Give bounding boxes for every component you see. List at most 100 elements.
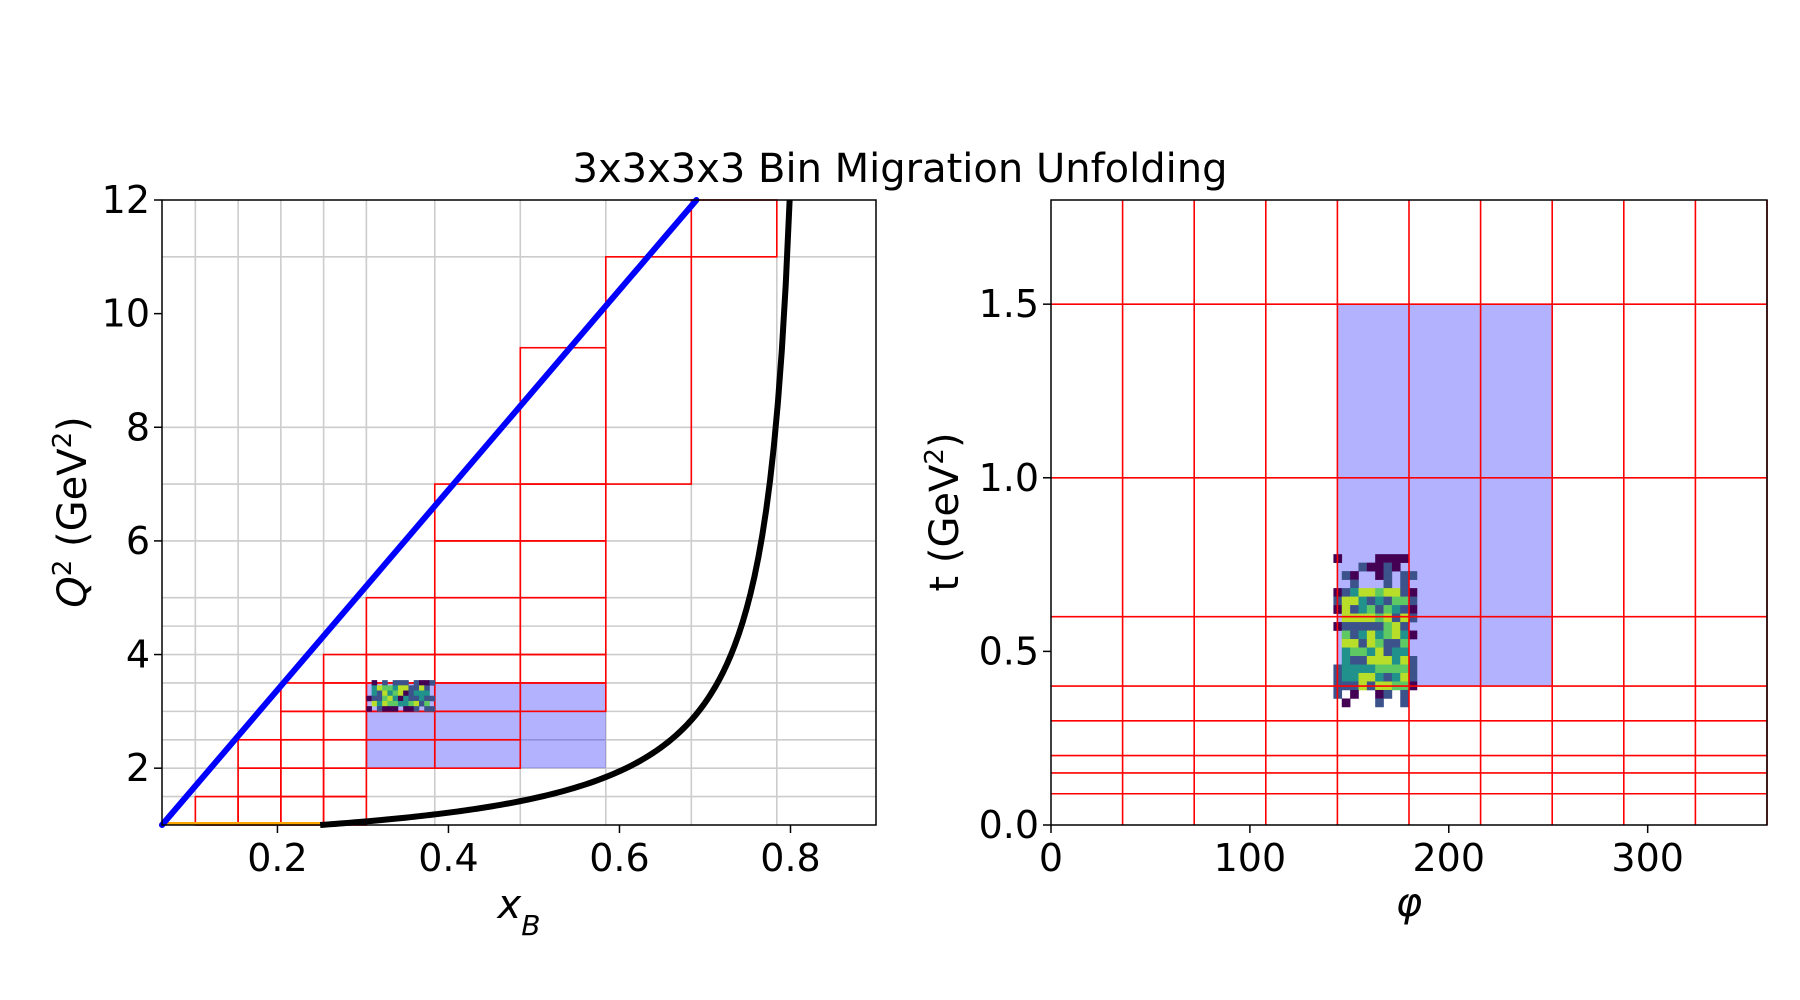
left-y-axis-label: Q2 (GeV2) (48, 416, 96, 607)
right-heatmap-cell (1408, 588, 1418, 597)
right-heatmap-cell (1358, 672, 1368, 682)
right-heatmap-cell (1383, 596, 1393, 606)
left-heatmap-cell (429, 680, 436, 686)
left-heatmap-cell (397, 680, 404, 686)
right-heatmap-cell (1383, 562, 1393, 572)
right-heatmap-cell (1375, 689, 1384, 699)
left-heatmap-cell (382, 680, 388, 686)
left-red-bin-3 (237, 738, 282, 769)
right-heatmap-cell (1341, 630, 1351, 640)
right-heatmap-cell (1366, 664, 1376, 674)
left-heatmap-cell (376, 695, 383, 702)
right-heatmap-cell (1383, 639, 1393, 648)
left-red-bin-18 (365, 653, 436, 684)
right-y-tick-label: 0.0 (979, 803, 1039, 847)
right-heatmap-cell (1350, 588, 1359, 597)
left-panel-xb-q2: 0.2 0.4 0.6 0.8 2 4 6 8 10 12 xB Q2 (GeV2) (48, 178, 877, 942)
right-heatmap-cell (1375, 639, 1384, 648)
left-red-bin-14 (322, 653, 368, 684)
right-heatmap-cell (1341, 613, 1351, 623)
right-heatmap-cell (1358, 588, 1368, 597)
right-heatmap-cell (1358, 622, 1368, 631)
left-red-bin-8 (280, 682, 325, 713)
left-heatmap-cell (366, 706, 372, 712)
right-heatmap-cell (1391, 639, 1401, 648)
left-heatmap-cell (413, 706, 420, 712)
right-y-tick-label: 1.0 (979, 456, 1039, 500)
left-heatmap-cell (413, 695, 420, 702)
left-red-bin-7 (280, 710, 325, 741)
right-heatmap-cell (1350, 672, 1359, 682)
right-y-tick-label: 0.5 (979, 629, 1039, 673)
left-red-bin-6 (280, 738, 325, 769)
right-heatmap-cell (1358, 647, 1368, 657)
right-heatmap-cell (1358, 639, 1368, 648)
left-heatmap-cell (408, 706, 415, 712)
left-kinematic-curves (159, 197, 793, 828)
right-heatmap-cell (1350, 639, 1359, 648)
left-heatmap-cell (371, 690, 378, 697)
left-heatmap-cell (376, 700, 383, 707)
right-heatmap-cell (1350, 571, 1359, 580)
right-heatmap-cell (1341, 672, 1351, 682)
left-heatmap-cell (429, 695, 436, 702)
right-heatmap-cell (1366, 647, 1376, 657)
left-heatmap-cell (418, 680, 425, 686)
right-heatmap-cell (1375, 562, 1384, 572)
left-red-bin-30 (519, 540, 607, 599)
left-heatmap-cell (387, 685, 393, 691)
right-heatmap-cell (1350, 689, 1359, 699)
right-ticks: 0 100 200 300 0.0 0.5 1.0 1.5 (979, 282, 1684, 880)
right-heatmap-cell (1408, 630, 1418, 640)
right-heatmap-cell (1400, 554, 1409, 563)
right-heatmap-cell (1341, 664, 1351, 674)
right-heatmap-cell (1366, 613, 1376, 623)
right-heatmap-cell (1366, 588, 1376, 597)
right-heatmap-cell (1400, 579, 1409, 589)
right-plot-frame (1050, 199, 1768, 826)
left-red-bin-31 (519, 483, 607, 542)
left-heatmap-cell (376, 706, 383, 712)
right-heatmap-cell (1358, 605, 1368, 614)
right-heatmap-cell (1383, 605, 1393, 614)
right-heatmap-cell (1341, 605, 1351, 614)
right-heatmap-cell (1341, 571, 1351, 580)
right-heatmap-cell (1375, 571, 1384, 580)
left-heatmap-cell (418, 685, 425, 691)
left-x-tick-label: 0.6 (589, 836, 649, 880)
right-heatmap-cell (1358, 664, 1368, 674)
left-heatmap-cell (387, 700, 393, 707)
right-heatmap-cell (1358, 656, 1368, 665)
right-heatmap-cell (1341, 656, 1351, 665)
right-heatmap-cell (1375, 630, 1384, 640)
left-x-tick-label: 0.2 (247, 836, 307, 880)
right-heatmap-cell (1383, 613, 1393, 623)
right-heatmap-cell (1391, 596, 1401, 606)
left-red-bin-10 (322, 767, 368, 798)
left-y-tick-label: 8 (126, 405, 150, 449)
left-ticks: 0.2 0.4 0.6 0.8 2 4 6 8 10 12 (102, 178, 821, 880)
left-heatmap-cell (382, 695, 388, 702)
left-heatmap-cell (392, 706, 399, 712)
right-x-tick-label: 100 (1214, 836, 1287, 880)
right-heatmap-cell (1383, 647, 1393, 657)
right-heatmap-cell (1350, 613, 1359, 623)
left-red-bin-12 (322, 710, 368, 741)
left-heatmap-cell (382, 700, 388, 707)
left-heatmap-cell (403, 700, 409, 707)
right-heatmap-cell (1400, 698, 1409, 708)
left-heatmap-cell (387, 706, 393, 712)
right-heatmap-cell (1400, 630, 1409, 640)
right-heatmap-cell (1341, 596, 1351, 606)
left-red-bins (194, 199, 778, 826)
right-heatmap-cell (1350, 630, 1359, 640)
right-heatmap-cell (1400, 639, 1409, 648)
right-heatmap-cell (1383, 622, 1393, 631)
right-heatmap-cell (1341, 698, 1351, 708)
right-heatmap-cell (1375, 613, 1384, 623)
left-heatmap-cell (392, 690, 399, 697)
right-heatmap-cell (1375, 672, 1384, 682)
left-heatmap-cell (403, 680, 409, 686)
right-heatmap-cell (1383, 664, 1393, 674)
left-heatmap-cell (418, 695, 425, 702)
